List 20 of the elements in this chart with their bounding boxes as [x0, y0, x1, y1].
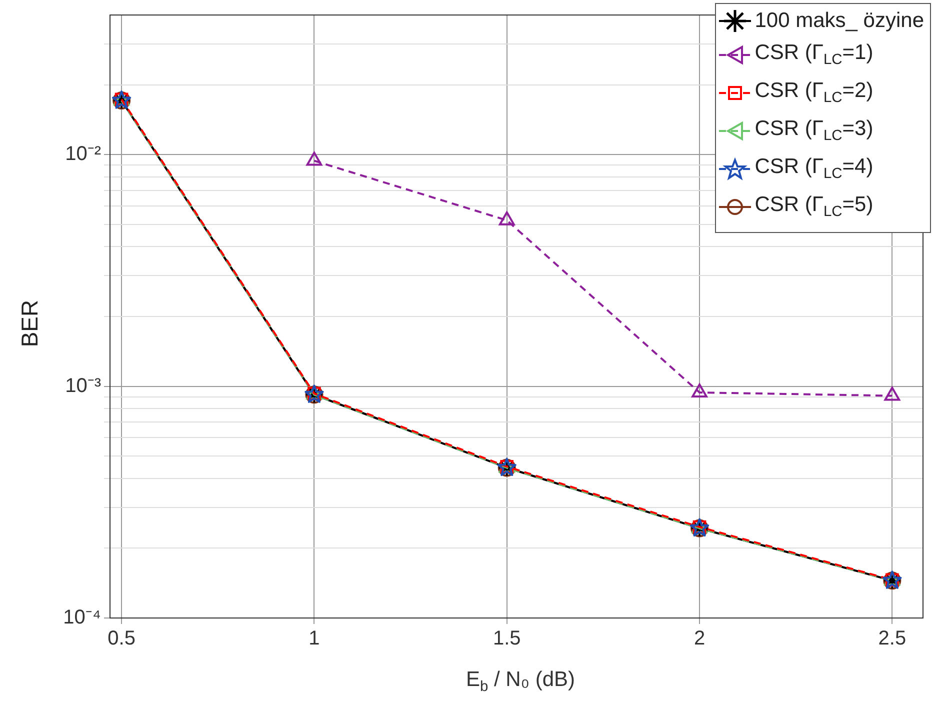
x-tick-label: 0.5: [108, 628, 136, 650]
y-tick-label: 10⁻³: [65, 374, 102, 397]
y-axis-title: BER: [16, 298, 44, 350]
x-axis-title: E$_{b}$ / N₀ (dB): [464, 668, 576, 696]
point: [498, 211, 515, 226]
legend-label: CSR (Γ$_{LC}$=2): [754, 79, 874, 107]
y-tick-label: 10⁻²: [65, 143, 102, 166]
legend-label: 100 maks_ özyine: [754, 9, 924, 33]
legend-label: CSR (Γ$_{LC}$=1): [754, 41, 874, 69]
x-tick-label: 1: [308, 628, 320, 650]
point: [306, 152, 322, 166]
point: [884, 386, 900, 401]
y-tick-label: 10⁻⁴: [63, 606, 101, 629]
x-tick-label: 2: [694, 628, 706, 650]
legend-label: CSR (Γ$_{LC}$=3): [754, 117, 874, 145]
legend-label: CSR (Γ$_{LC}$=5): [754, 193, 874, 221]
legend-label: CSR (Γ$_{LC}$=4): [754, 155, 874, 183]
point: [692, 383, 708, 398]
x-tick-label: 2.5: [878, 628, 906, 650]
x-tick-label: 1.5: [492, 628, 521, 650]
